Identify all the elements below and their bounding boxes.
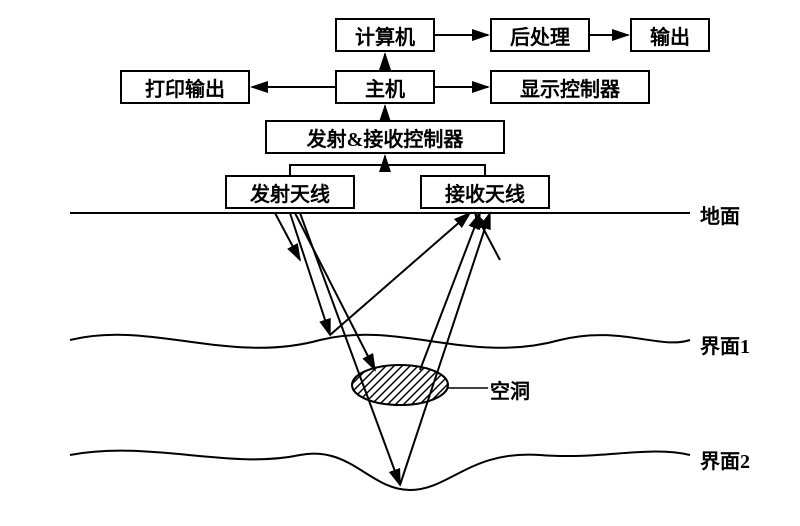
node-postproc-label: 后处理: [510, 21, 570, 50]
label-ground: 地面: [700, 200, 740, 229]
node-computer: 计算机: [335, 18, 435, 52]
node-display: 显示控制器: [490, 70, 650, 104]
label-interface1: 界面1: [700, 330, 750, 359]
node-output-label: 输出: [650, 21, 690, 50]
node-print: 打印输出: [120, 70, 250, 104]
cavity-ellipse: [352, 365, 448, 405]
node-display-label: 显示控制器: [520, 73, 620, 102]
node-host: 主机: [335, 70, 435, 104]
node-rxant: 接收天线: [420, 175, 550, 209]
ray-i2-rx: [400, 213, 490, 485]
ray-cav-rx: [420, 213, 480, 370]
node-print-label: 打印输出: [145, 73, 225, 102]
interface2-line: [70, 451, 690, 490]
ray-tx-cav: [295, 213, 375, 370]
node-txant-label: 发射天线: [250, 178, 330, 207]
label-cavity: 空洞: [490, 375, 530, 404]
node-postproc: 后处理: [490, 18, 590, 52]
label-interface2: 界面2: [700, 445, 750, 474]
ray-rx-ground-a: [475, 213, 500, 260]
node-computer-label: 计算机: [355, 21, 415, 50]
node-rxant-label: 接收天线: [445, 178, 525, 207]
node-output: 输出: [630, 18, 710, 52]
ray-tx-ground-a: [275, 213, 300, 260]
node-txant: 发射天线: [225, 175, 355, 209]
node-txrxctrl-label: 发射&接收控制器: [307, 123, 464, 152]
interface1-line: [70, 335, 690, 348]
ray-i1-rx: [330, 213, 470, 335]
node-txrxctrl: 发射&接收控制器: [265, 120, 505, 154]
node-host-label: 主机: [365, 73, 405, 102]
ray-tx-i1: [290, 213, 330, 335]
antenna-bracket: [290, 165, 485, 175]
ray-tx-i2: [300, 213, 400, 485]
